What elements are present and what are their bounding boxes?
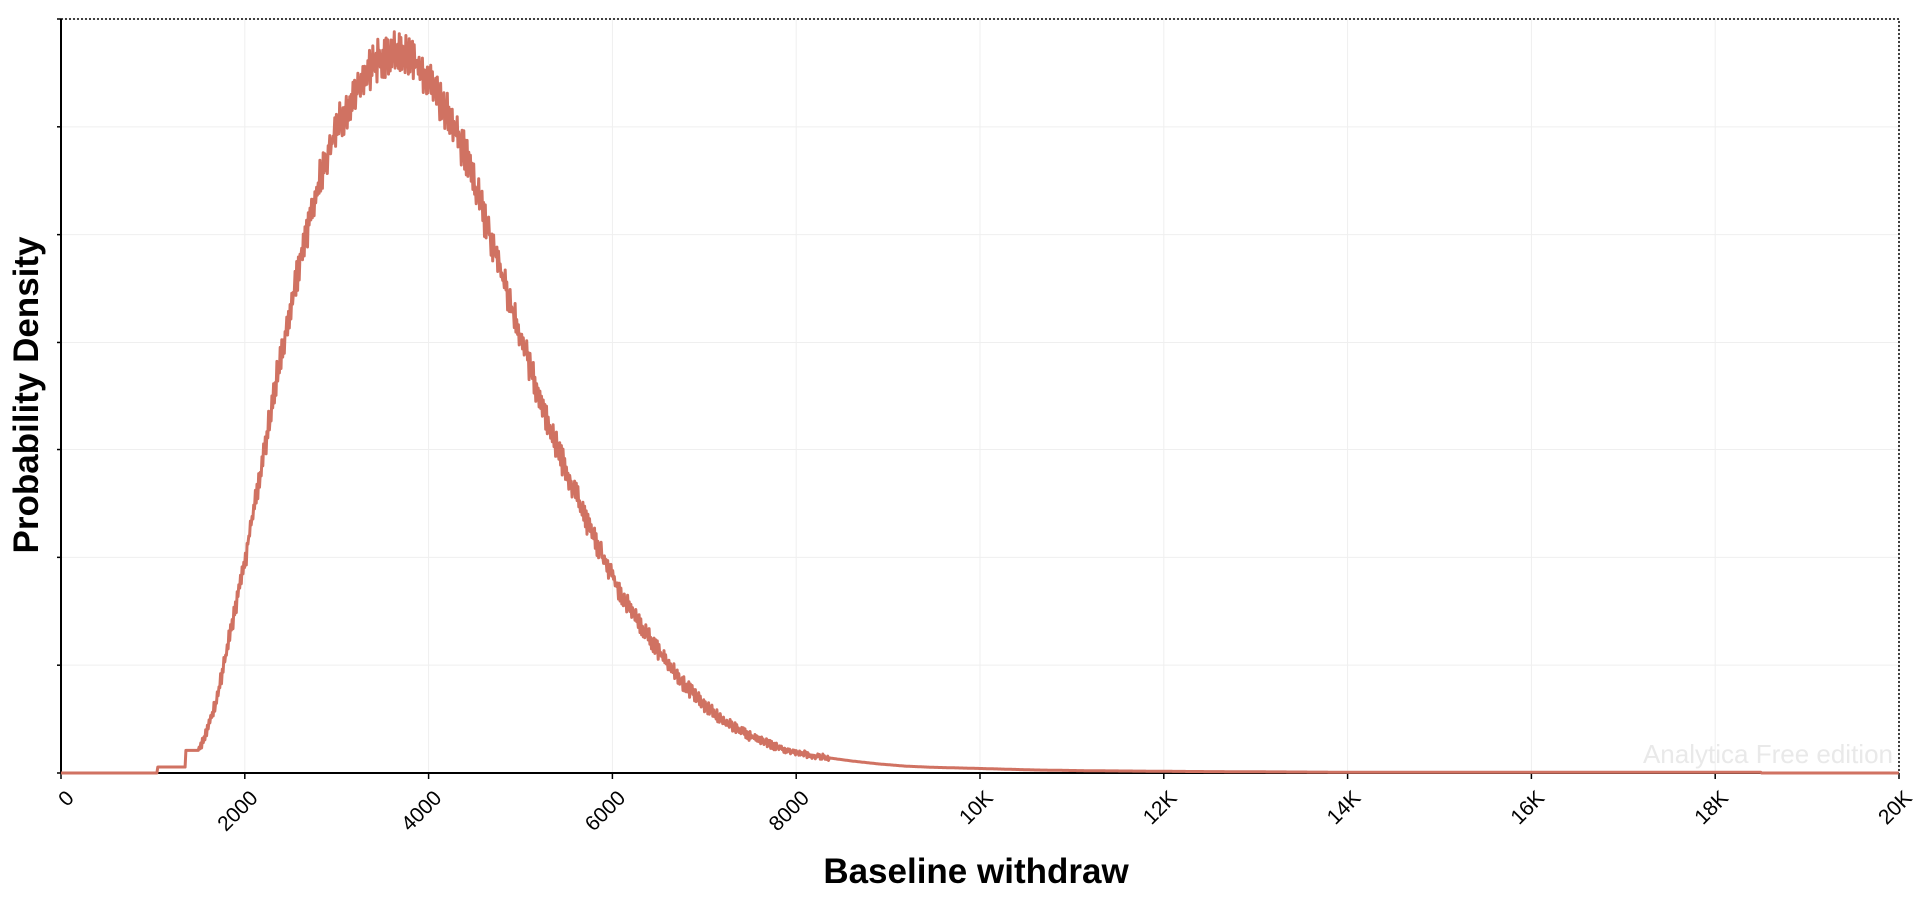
- x-tick-label: 10K: [955, 786, 998, 829]
- x-tick-label: 8000: [765, 786, 814, 835]
- x-axis-title: Baseline withdraw: [823, 852, 1129, 891]
- x-tick-label: 18K: [1690, 786, 1733, 829]
- x-tick-label: 0: [54, 786, 79, 811]
- y-axis-title: Probability Density: [7, 236, 46, 554]
- watermark-text: Analytica Free edition: [1643, 739, 1893, 769]
- x-tick-label: 14K: [1323, 786, 1366, 829]
- x-tick-label: 16K: [1506, 786, 1549, 829]
- density-series-line: [60, 30, 1900, 775]
- x-tick-label: 4000: [397, 786, 446, 835]
- x-tick-label: 2000: [213, 786, 262, 835]
- x-tick-label: 6000: [581, 786, 630, 835]
- x-tick-label: 20K: [1874, 786, 1917, 829]
- x-tick-label: 12K: [1139, 786, 1182, 829]
- x-ticks: 0 2000 4000 6000 8000 10K 12K 14K 16K 18K 20K: [54, 773, 1917, 836]
